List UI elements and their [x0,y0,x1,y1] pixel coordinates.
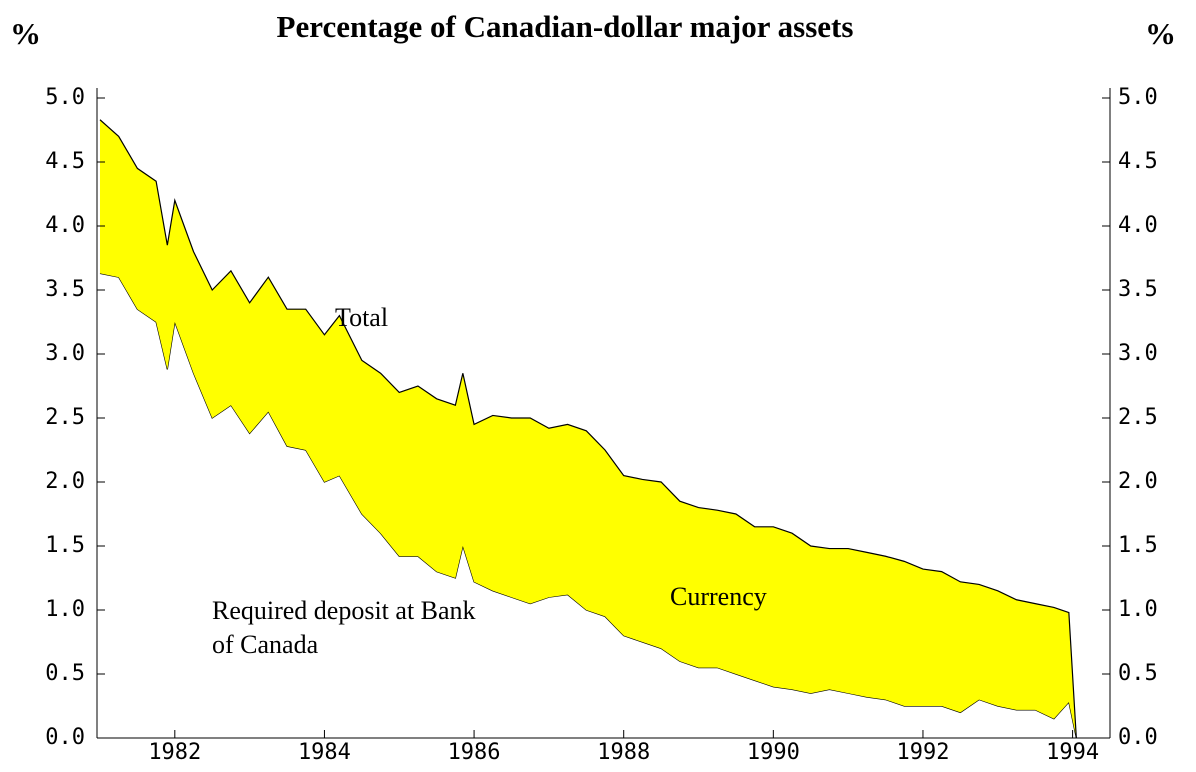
y2-tick-label: 1.5 [1118,533,1158,558]
x-tick-label: 1992 [896,740,949,765]
y2-tick-label: 4.0 [1118,213,1158,238]
y-tick-label: 1.0 [45,597,85,622]
x-tick-label: 1986 [448,740,501,765]
x-tick-label: 1990 [747,740,800,765]
x-tick-label: 1982 [148,740,201,765]
y-tick-label: 3.5 [45,277,85,302]
line [99,119,1077,739]
chart-title: Percentage of Canadian-dollar major asse… [277,9,854,44]
y2-tick-label: 1.0 [1118,597,1158,622]
annotation: Total [335,303,388,332]
series-label: Currency [670,582,767,611]
area [99,273,1077,738]
x-tick-label: 1984 [298,740,351,765]
y-tick-label: 2.0 [45,469,85,494]
y2-tick-label: 2.0 [1118,469,1158,494]
y-tick-label: 0.0 [45,725,85,750]
y2-tick-label: 2.5 [1118,405,1158,430]
y-tick-label: 1.5 [45,533,85,558]
y2-tick-label: 4.5 [1118,149,1158,174]
y2-tick-label: 3.0 [1118,341,1158,366]
y2-tick-label: 3.5 [1118,277,1158,302]
area [99,119,1077,738]
y-tick-label: 4.5 [45,149,85,174]
y2-tick-label: 0.5 [1118,661,1158,686]
y-tick-label: 2.5 [45,405,85,430]
y-tick-label: 4.0 [45,213,85,238]
x-tick-label: 1994 [1046,740,1099,765]
x-tick-label: 1988 [597,740,650,765]
y-tick-label: 3.0 [45,341,85,366]
y-axis-title: % [10,16,41,51]
y2-tick-label: 0.0 [1118,725,1158,750]
y2-axis-title: % [1145,16,1176,51]
y-tick-label: 0.5 [45,661,85,686]
y2-tick-label: 5.0 [1118,85,1158,110]
series-label: Required deposit at Bank of Canada [212,596,476,659]
y-tick-label: 5.0 [45,85,85,110]
